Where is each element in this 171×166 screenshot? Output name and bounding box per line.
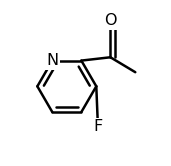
Text: F: F bbox=[93, 120, 103, 134]
Text: O: O bbox=[104, 13, 117, 28]
Text: N: N bbox=[46, 53, 58, 68]
